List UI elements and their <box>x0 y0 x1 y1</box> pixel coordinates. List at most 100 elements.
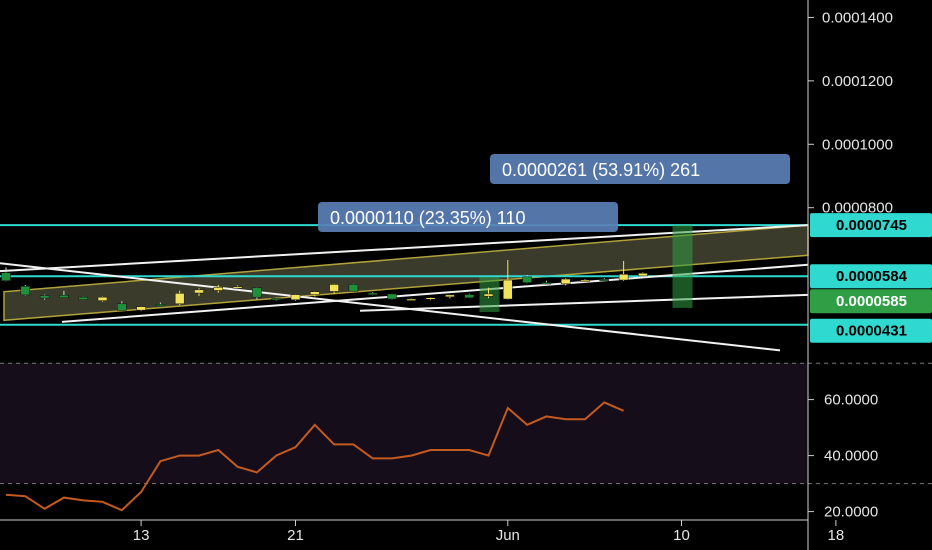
candle-body <box>599 279 610 282</box>
trend-line[interactable] <box>0 262 781 352</box>
candle[interactable] <box>541 280 552 285</box>
candle-body <box>232 286 243 289</box>
candle-body <box>387 293 397 300</box>
candle-body <box>560 278 571 285</box>
price-badge[interactable]: 0.0000584 <box>810 264 932 289</box>
candle-body <box>483 293 494 297</box>
candle[interactable] <box>348 283 359 293</box>
candle-body <box>618 274 629 281</box>
candle[interactable] <box>310 291 320 297</box>
measure-label[interactable]: 0.0000261 (53.91%) 261 <box>490 154 790 184</box>
rsi-line <box>5 401 624 512</box>
price-badge-label: 0.0000584 <box>836 268 908 285</box>
price-tick-label: 0.0001200 <box>822 73 893 90</box>
candle[interactable] <box>1 267 11 282</box>
price-badge-box <box>810 264 932 289</box>
candle-body <box>39 295 50 299</box>
price-axis[interactable]: 0.0001400 0.0001200 0.0001000 0.0000800 <box>807 0 893 550</box>
candle-body <box>97 296 108 301</box>
price-tick-label: 0.0001400 <box>822 9 893 26</box>
price-range-zone[interactable] <box>672 225 693 308</box>
trend-line[interactable] <box>359 293 809 312</box>
candle-body <box>155 304 166 307</box>
candle-body <box>20 286 31 296</box>
time-tick-label: 21 <box>287 527 304 544</box>
time-tick-label: Jun <box>496 527 520 544</box>
candle-body <box>406 298 417 301</box>
candle[interactable] <box>194 288 204 296</box>
candle[interactable] <box>599 278 610 282</box>
candle[interactable] <box>174 290 185 306</box>
candle[interactable] <box>406 298 417 301</box>
candle[interactable] <box>232 285 243 289</box>
candle[interactable] <box>638 272 648 277</box>
candle[interactable] <box>136 306 146 312</box>
candle[interactable] <box>117 301 127 312</box>
time-axis[interactable]: 13 21 Jun 10 18 <box>0 519 845 544</box>
candle-body <box>1 272 11 281</box>
price-badge[interactable]: 0.0000431 <box>810 318 932 343</box>
candle[interactable] <box>560 278 571 286</box>
candle-body <box>541 282 552 285</box>
candle-body <box>290 294 301 300</box>
candle-body <box>310 291 320 295</box>
rsi-axis[interactable]: 60.0000 40.0000 20.0000 <box>808 392 878 521</box>
candle-body <box>464 294 474 299</box>
candle[interactable] <box>290 294 301 301</box>
rsi-pane[interactable] <box>0 362 932 512</box>
price-badge[interactable]: 0.0000585 <box>810 289 932 314</box>
price-badge-box <box>810 318 932 343</box>
candle-body <box>117 303 127 311</box>
candle[interactable] <box>271 297 281 301</box>
candle-body <box>348 284 359 292</box>
candle[interactable] <box>387 293 397 300</box>
candle[interactable] <box>252 287 262 300</box>
price-pane[interactable]: 0.0000110 (23.35%) 110 0.0000261 (53.91%)… <box>0 154 809 352</box>
rsi-band <box>0 363 808 484</box>
candle[interactable] <box>580 279 590 282</box>
candle[interactable] <box>329 283 339 294</box>
candle-body <box>425 297 436 300</box>
candle[interactable] <box>483 287 494 299</box>
candle[interactable] <box>445 294 455 299</box>
time-tick-label: 18 <box>828 527 845 544</box>
candle[interactable] <box>503 260 513 300</box>
candle[interactable] <box>425 297 436 301</box>
candle-body <box>78 296 88 300</box>
measure-label[interactable]: 0.0000110 (23.35%) 110 <box>318 202 618 232</box>
candle[interactable] <box>522 274 532 284</box>
measure-label-text: 0.0000261 (53.91%) 261 <box>502 160 700 180</box>
candle-body <box>329 284 339 292</box>
candle-body <box>252 287 262 298</box>
price-tick-label: 0.0001000 <box>822 136 893 153</box>
rsi-tick-label: 60.0000 <box>824 392 878 409</box>
candle[interactable] <box>618 260 629 281</box>
candle[interactable] <box>213 285 224 293</box>
candle-body <box>271 298 281 301</box>
candle-body <box>136 306 146 311</box>
candle[interactable] <box>97 296 108 302</box>
candle-body <box>580 279 590 282</box>
price-badge-label: 0.0000585 <box>836 293 907 310</box>
time-tick-label: 10 <box>673 527 690 544</box>
price-tick-label: 0.0000800 <box>822 200 893 217</box>
candle[interactable] <box>155 302 166 307</box>
candle-body <box>367 292 378 295</box>
measure-label-text: 0.0000110 (23.35%) 110 <box>330 208 526 228</box>
candle-body <box>194 289 204 294</box>
candle-body <box>213 287 224 291</box>
time-tick-label: 13 <box>133 527 150 544</box>
price-badge-box <box>810 213 932 238</box>
candle-body <box>503 279 513 300</box>
candle[interactable] <box>39 294 50 300</box>
candle[interactable] <box>78 296 88 300</box>
candle[interactable] <box>367 292 378 296</box>
candle[interactable] <box>20 285 31 296</box>
candle[interactable] <box>59 290 69 299</box>
price-badge[interactable]: 0.0000745 <box>810 213 932 238</box>
candle-body <box>522 276 532 283</box>
candle[interactable] <box>464 293 474 299</box>
measure-labels: 0.0000110 (23.35%) 110 0.0000261 (53.91%)… <box>318 154 790 232</box>
rsi-tick-label: 20.0000 <box>824 504 878 521</box>
